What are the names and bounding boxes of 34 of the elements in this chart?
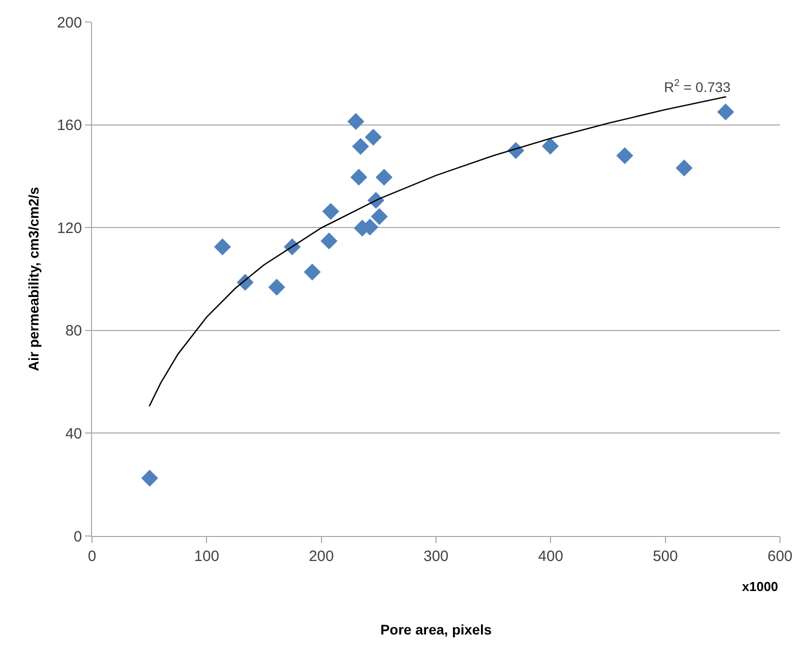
point: [268, 278, 286, 296]
point: [320, 232, 338, 250]
x-axis-title: Pore area, pixels: [380, 621, 492, 638]
x-tick-label: 200: [308, 548, 334, 565]
point: [364, 128, 382, 146]
point: [676, 160, 693, 176]
point: [370, 208, 388, 225]
y-tick-label: 0: [74, 528, 82, 546]
y-tick-label: 120: [56, 220, 82, 237]
y-tick-label: 40: [65, 425, 82, 442]
point: [717, 104, 734, 120]
x-tick-label: 400: [538, 548, 564, 565]
y-tick-label: 80: [65, 322, 82, 340]
point: [376, 168, 393, 186]
x-tick-label: 100: [194, 548, 220, 565]
x-tick-label: 500: [652, 548, 678, 565]
line-series: [148, 96, 727, 407]
point: [304, 264, 321, 281]
y-tick-label: 200: [56, 14, 82, 32]
point: [542, 138, 559, 155]
point: [141, 470, 158, 487]
x-tick-label: 0: [88, 548, 96, 565]
text: x1000: [742, 579, 778, 594]
y-axis-title: Air permeability, cm3/cm2/s: [26, 186, 42, 372]
point: [616, 147, 634, 164]
annotation: R$^{2}$ = 0.733: [664, 78, 731, 95]
point: [352, 138, 369, 155]
x-tick-label: 300: [423, 548, 449, 565]
point: [347, 113, 364, 130]
point: [322, 202, 340, 220]
point: [214, 238, 231, 256]
x-tick-label: 600: [767, 548, 793, 565]
y-tick-label: 160: [56, 117, 82, 134]
point: [350, 168, 368, 186]
